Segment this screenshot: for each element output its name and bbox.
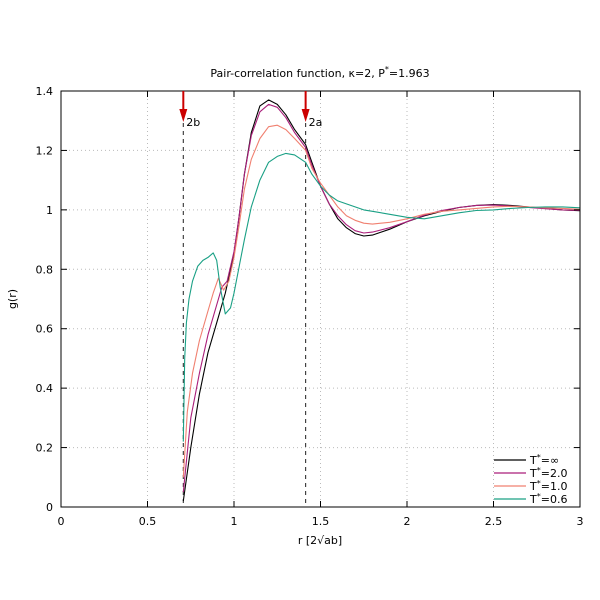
x-tick-label: 1 [231,515,238,528]
x-axis-label: r [2√ab] [298,534,342,547]
axis-ticks: 0 0.5 1 1.5 2 2.5 3 0 0.2 0.4 0.6 0.8 1 1.2 1.4 [36,85,584,528]
x-tick-label: 1.5 [312,515,330,528]
series-line-1 [182,103,581,493]
y-tick-label: 1.2 [36,144,54,157]
legend: T*=∞T*=2.0T*=1.0T*=0.6 [494,453,567,506]
series-line-0 [182,99,581,502]
annotation-arrow-head-2b [179,109,188,122]
legend-label-2: T*=1.0 [529,479,567,493]
x-tick-label: 3 [577,515,584,528]
y-tick-label: 0.4 [36,382,54,395]
legend-label-0: T*=∞ [529,453,559,467]
series-line-2 [182,124,581,478]
y-tick-label: 0.6 [36,323,54,336]
chart-title-sup: * [385,65,389,74]
annotation-arrows: 2b 2a [179,91,322,129]
y-axis-label: g(r) [6,289,19,309]
grid [61,91,580,507]
y-tick-label: 0 [46,501,53,514]
y-tick-label: 1 [46,204,53,217]
chart-title-tail: =1.963 [389,67,430,80]
legend-label-3: T*=0.6 [529,492,567,506]
x-tick-label: 2.5 [485,515,503,528]
annotation-arrow-head-2a [301,109,310,122]
x-tick-label: 2 [404,515,411,528]
chart-title-main: Pair-correlation function, κ=2, P [210,67,385,80]
series-group [182,99,581,502]
annotation-label-2b: 2b [186,116,200,129]
annotation-label-2a: 2a [309,116,323,129]
x-tick-label: 0.5 [139,515,157,528]
y-tick-label: 1.4 [36,85,54,98]
series-line-3 [182,152,581,442]
chart-title: Pair-correlation function, κ=2, P*=1.963 [210,65,429,80]
y-tick-label: 0.2 [36,442,54,455]
legend-label-1: T*=2.0 [529,466,567,480]
x-tick-label: 0 [58,515,65,528]
y-tick-label: 0.8 [36,263,54,276]
